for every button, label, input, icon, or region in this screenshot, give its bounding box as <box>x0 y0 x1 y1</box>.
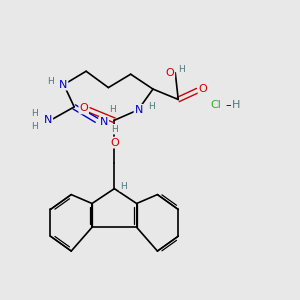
Text: H: H <box>148 102 155 111</box>
Text: H: H <box>47 76 54 85</box>
Text: –: – <box>225 100 231 110</box>
Text: N: N <box>100 117 108 127</box>
Text: O: O <box>199 84 207 94</box>
Text: H: H <box>110 105 116 114</box>
Text: O: O <box>166 68 174 78</box>
Text: N: N <box>44 115 52 125</box>
Text: H: H <box>120 182 127 191</box>
Text: N: N <box>59 80 68 90</box>
Text: O: O <box>110 138 119 148</box>
Text: H: H <box>232 100 240 110</box>
Text: O: O <box>79 103 88 113</box>
Text: H: H <box>112 125 118 134</box>
Text: H: H <box>31 122 38 131</box>
Text: H: H <box>178 65 185 74</box>
Text: Cl: Cl <box>210 100 221 110</box>
Text: N: N <box>134 105 143 115</box>
Text: H: H <box>31 109 38 118</box>
